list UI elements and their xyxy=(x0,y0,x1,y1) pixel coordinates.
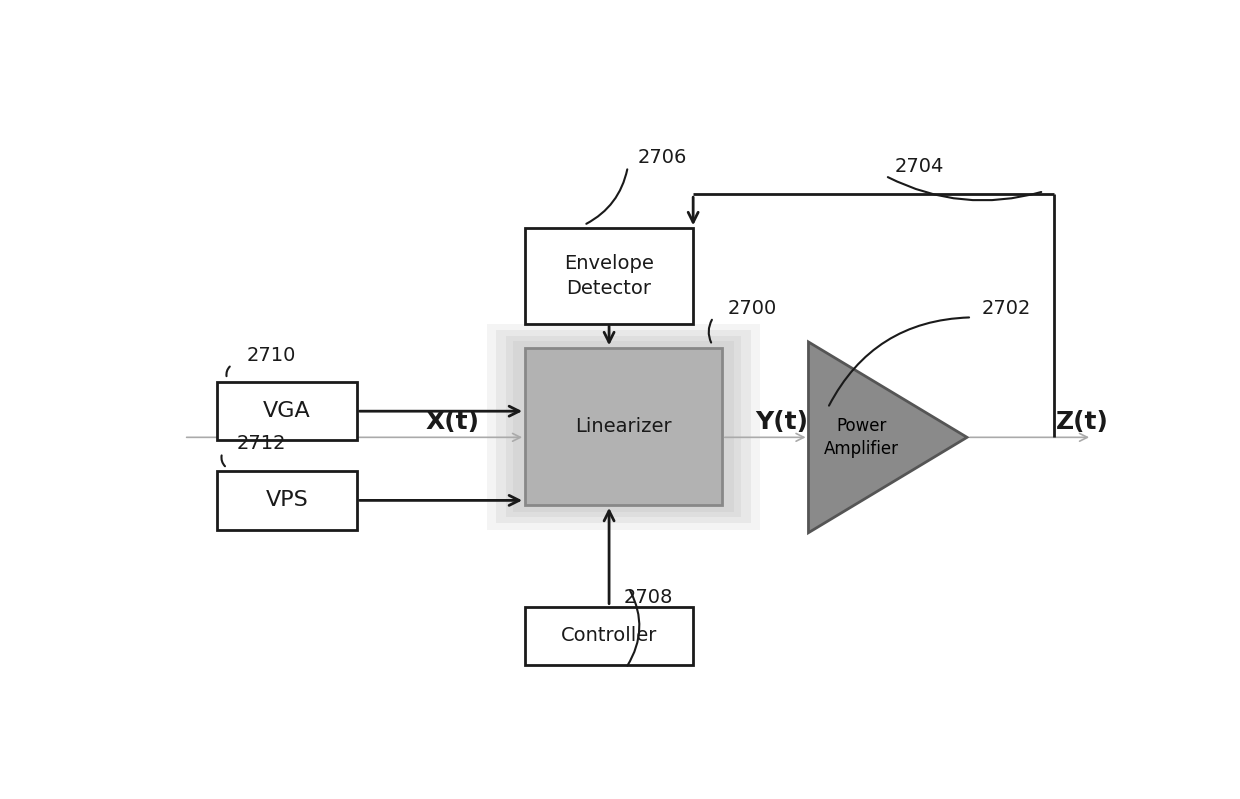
Polygon shape xyxy=(808,342,967,533)
Text: 2706: 2706 xyxy=(637,148,687,167)
FancyBboxPatch shape xyxy=(486,324,760,530)
Text: 2708: 2708 xyxy=(624,588,673,606)
Text: 2710: 2710 xyxy=(247,346,295,365)
Text: X(t): X(t) xyxy=(425,410,480,434)
Text: Y(t): Y(t) xyxy=(755,410,808,434)
Text: 2704: 2704 xyxy=(895,157,945,176)
Text: Envelope
Detector: Envelope Detector xyxy=(564,254,653,298)
Text: 2712: 2712 xyxy=(237,434,286,453)
Text: Power
Amplifier: Power Amplifier xyxy=(823,416,899,458)
Text: 2702: 2702 xyxy=(982,299,1030,318)
Text: 2700: 2700 xyxy=(728,299,777,318)
FancyBboxPatch shape xyxy=(513,340,734,512)
FancyBboxPatch shape xyxy=(217,382,357,440)
FancyBboxPatch shape xyxy=(525,606,693,665)
Text: Linearizer: Linearizer xyxy=(575,417,672,436)
FancyBboxPatch shape xyxy=(525,348,722,505)
Text: Controller: Controller xyxy=(560,626,657,646)
Text: VPS: VPS xyxy=(265,491,309,511)
FancyBboxPatch shape xyxy=(217,471,357,530)
FancyBboxPatch shape xyxy=(525,229,693,324)
Text: Z(t): Z(t) xyxy=(1056,410,1109,434)
FancyBboxPatch shape xyxy=(506,336,742,517)
FancyBboxPatch shape xyxy=(496,330,751,523)
Text: VGA: VGA xyxy=(263,401,311,421)
